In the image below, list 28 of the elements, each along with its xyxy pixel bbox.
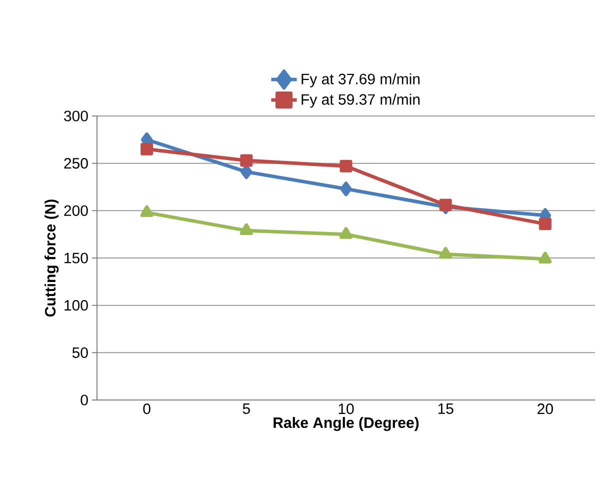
point — [340, 160, 352, 172]
y-tick-label: 200 — [64, 205, 88, 216]
x-axis-title: Rake Angle (Degree) — [274, 416, 419, 432]
y-tick-label: 150 — [64, 252, 88, 264]
point — [538, 218, 552, 230]
y-tick-label: 300 — [64, 110, 88, 122]
x-tick-label: 20 — [538, 404, 553, 414]
legend-label: Fy at 37.69 m/min — [302, 73, 420, 88]
point — [439, 246, 452, 259]
y-tick-label: 100 — [64, 300, 88, 311]
x-tick-label: 10 — [338, 404, 354, 414]
point — [538, 252, 552, 264]
point — [240, 154, 253, 167]
point — [140, 205, 154, 218]
legend-label: Fy at 59.37 m/min — [302, 94, 420, 108]
point — [240, 223, 253, 236]
y-tick-label: 250 — [64, 158, 88, 169]
x-tick-label: 0 — [143, 404, 150, 414]
x-tick-label: 15 — [438, 404, 454, 414]
point — [140, 142, 154, 156]
y-tick-label: 50 — [72, 347, 88, 358]
point — [439, 198, 452, 212]
point — [339, 227, 353, 239]
y-axis-title: Cutting force (N) — [44, 200, 59, 317]
x-tick-label: 5 — [242, 404, 250, 414]
y-tick-label: 0 — [80, 394, 88, 406]
point — [340, 182, 352, 196]
point — [240, 164, 252, 180]
